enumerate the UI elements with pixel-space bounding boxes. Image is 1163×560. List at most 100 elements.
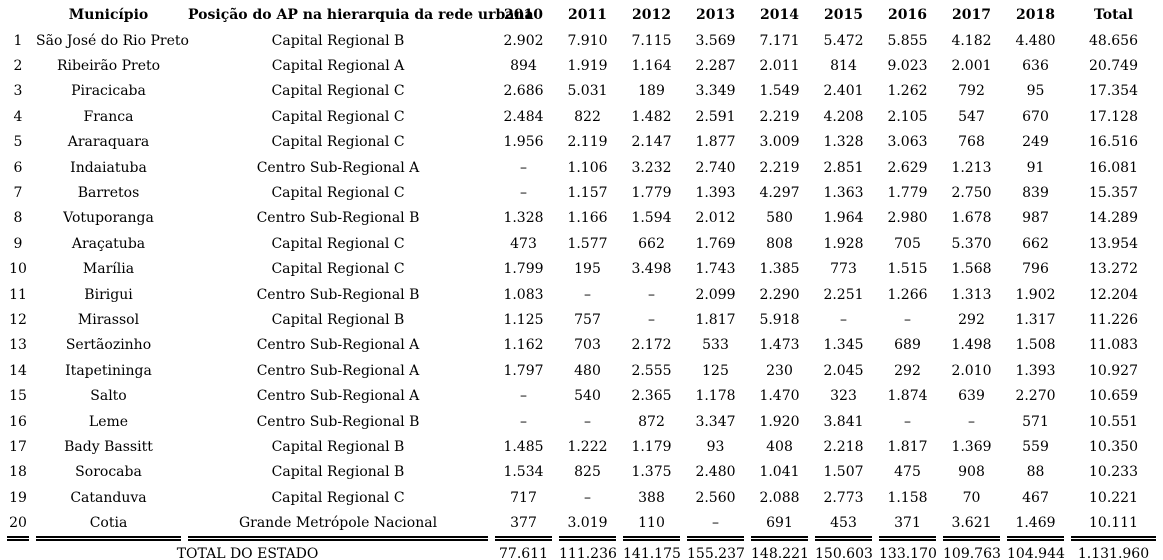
- value-cell: 814: [830, 58, 857, 75]
- value-cell: 3.841: [823, 413, 864, 430]
- value-cell: 1.928: [823, 235, 864, 252]
- value-cell: 822: [574, 108, 601, 125]
- value-cell: 2.773: [823, 489, 864, 506]
- value-cell: 3.019: [559, 510, 616, 541]
- value-cell: 4.297: [759, 185, 800, 202]
- table-row: 8 Votuporanga Centro Sub-Regional B 1.328 1.…: [7, 206, 1156, 231]
- value-cell: 2.270: [1015, 388, 1056, 405]
- table-row: 14 Itapetininga Centro Sub-Regional A 1.797…: [7, 358, 1156, 383]
- value-cell: 4.480: [1015, 32, 1056, 49]
- value-cell: 48.656: [1089, 32, 1138, 49]
- value-cell: 705: [894, 235, 921, 252]
- value-cell: 1.817: [695, 311, 736, 328]
- value-cell: 1.469: [1007, 510, 1064, 541]
- posicao-cell: Centro Sub-Regional A: [256, 362, 420, 379]
- value-cell: –: [584, 413, 591, 430]
- value-cell: 2.902: [503, 32, 544, 49]
- value-cell: 1.508: [1015, 337, 1056, 354]
- value-cell: 3.232: [631, 159, 672, 176]
- value-cell: 2.555: [631, 362, 672, 379]
- value-cell: 1.162: [503, 337, 544, 354]
- rank-cell: 15: [9, 388, 27, 405]
- value-cell: 796: [1022, 261, 1049, 278]
- municipio-cell: Piracicaba: [71, 83, 146, 100]
- value-cell: 11.226: [1089, 311, 1138, 328]
- value-cell: 662: [1022, 235, 1049, 252]
- value-cell: 717: [510, 489, 537, 506]
- rank-cell: 11: [9, 286, 27, 303]
- value-cell: 2.219: [759, 108, 800, 125]
- value-cell: –: [584, 286, 591, 303]
- value-cell: 1.797: [503, 362, 544, 379]
- value-cell: 1.515: [887, 261, 928, 278]
- value-cell: 2.365: [631, 388, 672, 405]
- total-value-2010: 77.611: [499, 545, 548, 560]
- table-row: 19 Catanduva Capital Regional C 717 – 388 2.56…: [7, 485, 1156, 510]
- value-cell: 93: [706, 438, 725, 455]
- table-row: 11 Birigui Centro Sub-Regional B 1.083 – – 2.0…: [7, 282, 1156, 307]
- value-cell: 2.401: [823, 83, 864, 100]
- value-cell: 1.964: [823, 210, 864, 227]
- value-cell: 1.956: [503, 134, 544, 151]
- rank-cell: 16: [9, 413, 27, 430]
- value-cell: 1.363: [823, 185, 864, 202]
- value-cell: 792: [958, 83, 985, 100]
- posicao-cell: Centro Sub-Regional A: [256, 337, 420, 354]
- total-value-2013: 155.237: [687, 545, 745, 560]
- value-cell: 2.480: [695, 464, 736, 481]
- value-cell: –: [520, 388, 527, 405]
- value-cell: 1.328: [503, 210, 544, 227]
- posicao-cell: Centro Sub-Regional A: [256, 159, 420, 176]
- value-cell: –: [648, 286, 655, 303]
- value-cell: 88: [1026, 464, 1045, 481]
- value-cell: 1.262: [887, 83, 928, 100]
- value-cell: 2.099: [695, 286, 736, 303]
- value-cell: 639: [958, 388, 985, 405]
- value-cell: 7.171: [759, 32, 800, 49]
- total-value-2014: 148.221: [751, 545, 809, 560]
- value-cell: 10.551: [1089, 413, 1138, 430]
- value-cell: 2.010: [951, 362, 992, 379]
- posicao-cell: Capital Regional B: [271, 464, 405, 481]
- header-total: Total: [1093, 7, 1133, 23]
- value-cell: 3.349: [695, 83, 736, 100]
- value-cell: 2.218: [823, 438, 864, 455]
- value-cell: 1.179: [631, 438, 672, 455]
- header-year-2012: 2012: [632, 7, 671, 23]
- value-cell: 388: [638, 489, 665, 506]
- municipio-cell: Votuporanga: [63, 210, 154, 227]
- value-cell: 195: [574, 261, 601, 278]
- municipio-cell: Sorocaba: [75, 464, 142, 481]
- value-cell: 1.158: [887, 489, 928, 506]
- value-cell: –: [904, 413, 911, 430]
- value-cell: 1.164: [631, 58, 672, 75]
- value-cell: 2.851: [823, 159, 864, 176]
- value-cell: 2.629: [887, 159, 928, 176]
- posicao-cell: Capital Regional B: [271, 32, 405, 49]
- value-cell: 1.498: [951, 337, 992, 354]
- total-value-2015: 150.603: [815, 545, 873, 560]
- total-value-2016: 133.170: [879, 545, 937, 560]
- value-cell: 1.534: [503, 464, 544, 481]
- header-year-2015: 2015: [824, 7, 863, 23]
- value-cell: 2.980: [887, 210, 928, 227]
- value-cell: 1.345: [823, 337, 864, 354]
- value-cell: 2.172: [631, 337, 672, 354]
- value-cell: 7.115: [631, 32, 672, 49]
- value-cell: 3.498: [631, 261, 672, 278]
- value-cell: 1.743: [695, 261, 736, 278]
- header-year-2013: 2013: [696, 7, 735, 23]
- value-cell: 1.041: [759, 464, 800, 481]
- table-row: 1 São José do Rio Preto Capital Regional B…: [7, 28, 1156, 53]
- value-cell: 768: [958, 134, 985, 151]
- posicao-cell: Capital Regional B: [271, 438, 405, 455]
- value-cell: 5.472: [823, 32, 864, 49]
- value-cell: 1.902: [1015, 286, 1056, 303]
- table-row: 10 Marília Capital Regional C 1.799 195 3.498…: [7, 257, 1156, 282]
- municipio-cell: Birigui: [84, 286, 133, 303]
- municipio-cell: Bady Bassitt: [64, 438, 153, 455]
- rank-cell: 13: [9, 337, 27, 354]
- municipio-cell: Mirassol: [77, 311, 140, 328]
- value-cell: 1.266: [887, 286, 928, 303]
- value-cell: 17.354: [1089, 83, 1138, 100]
